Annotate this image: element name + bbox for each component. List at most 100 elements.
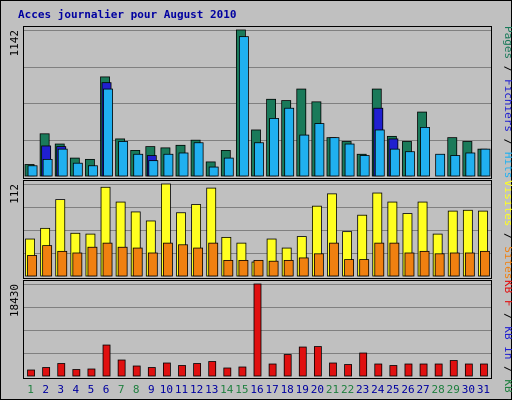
legend-entry: / (502, 226, 512, 246)
bar-kb-f (102, 344, 111, 377)
bar-sites (178, 244, 188, 277)
bar-sites (298, 257, 309, 277)
bar-sites (419, 250, 430, 277)
bar-hits (299, 134, 310, 177)
bar-sites (344, 259, 354, 277)
legend-entry: KB Out (502, 379, 512, 400)
day-label: 23 (356, 383, 369, 396)
bar-sites (57, 250, 68, 277)
bar-sites (102, 242, 113, 277)
bar-sites (27, 255, 37, 277)
day-label: 14 (220, 383, 234, 396)
bar-kb-f (193, 363, 202, 377)
bar-hits (254, 142, 264, 177)
bar-kb-f (374, 363, 383, 377)
day-label: 28 (432, 383, 445, 396)
bar-kb-f (147, 367, 156, 377)
bar-sites (253, 259, 264, 277)
bar-kb-f (434, 363, 443, 377)
bar-kb-f (72, 369, 81, 377)
bar-sites (132, 247, 143, 277)
day-label: 9 (148, 383, 155, 396)
bar-kb-f (42, 367, 51, 377)
day-label: 31 (477, 383, 490, 396)
bar-kb-f (178, 365, 186, 377)
bar-kb-f (404, 363, 413, 377)
bar-sites (223, 259, 234, 277)
day-label: 16 (250, 383, 263, 396)
day-label: 15 (235, 383, 248, 396)
bar-kb-f (223, 367, 232, 377)
day-label: 1 (27, 383, 34, 396)
bar-hits (284, 107, 295, 177)
bar-hits (148, 160, 159, 177)
bar-hits (57, 148, 68, 177)
day-label: 2 (42, 383, 49, 396)
day-label: 21 (326, 383, 339, 396)
day-label: 18 (281, 383, 294, 396)
day-label: 26 (401, 383, 414, 396)
bar-kb-f (57, 363, 66, 377)
panel-2: 112 Visites / Sites (8, 180, 512, 279)
day-label: 11 (175, 383, 188, 396)
bar-sites (238, 259, 249, 277)
bar-hits (329, 137, 340, 177)
bar-hits (269, 118, 279, 177)
day-label: 25 (386, 383, 399, 396)
bar-hits (344, 143, 355, 177)
legend-entry: Fichiers (502, 79, 512, 132)
bar-hits (389, 148, 400, 177)
y-max-label: 112 (8, 184, 21, 204)
bar-sites (374, 242, 385, 277)
bar-hits (435, 153, 446, 177)
bar-hits (118, 141, 129, 177)
legend-entry: KB F (502, 280, 512, 307)
bar-kb-f (238, 366, 247, 377)
bar-sites (87, 246, 98, 277)
legend-entry: / (502, 132, 512, 152)
bar-kb-f (419, 363, 428, 377)
bar-kb-f (298, 346, 307, 377)
bar-hits (88, 165, 98, 177)
day-label: 30 (462, 383, 475, 396)
bar-sites (42, 245, 53, 277)
bar-hits (193, 142, 204, 177)
bar-kb-f (329, 362, 337, 377)
bar-sites (313, 253, 324, 277)
bar-kb-f (208, 361, 217, 377)
day-label: 20 (311, 383, 324, 396)
bar-sites (480, 250, 490, 277)
bar-kb-f (389, 365, 398, 377)
day-label: 3 (57, 383, 64, 396)
bar-hits (450, 155, 461, 177)
bar-hits (480, 148, 491, 177)
bar-hits (405, 151, 415, 177)
day-label: 22 (341, 383, 354, 396)
legend-entry: Sites (502, 246, 512, 279)
bar-kb-f (283, 354, 292, 377)
bar-sites (268, 260, 279, 277)
legend-entry: / (502, 307, 512, 327)
bar-hits (208, 166, 219, 177)
bar-kb-f (27, 369, 35, 377)
day-label: 13 (205, 383, 218, 396)
bar-sites (449, 252, 460, 277)
bar-kb-f (480, 363, 488, 377)
bar-sites (208, 242, 219, 277)
bar-hits (374, 129, 385, 177)
panel-3: 18 4 30 KB F / KB In / KB Out (8, 280, 512, 400)
panel-legend: Visites / Sites (502, 180, 512, 279)
panel-legend: KB F / KB In / KB Out (502, 280, 512, 400)
bar-hits (178, 152, 189, 177)
panel-bars (25, 183, 490, 277)
day-label: 4 (73, 383, 80, 396)
panel-bars (27, 283, 488, 377)
bar-kb-f (132, 365, 141, 377)
bar-hits (72, 162, 83, 177)
day-label: 5 (88, 383, 95, 396)
legend-entry: / (502, 59, 512, 79)
panel-1: 1142 Pages / Fichiers / Hits (8, 26, 512, 179)
bar-kb-f (268, 363, 277, 377)
